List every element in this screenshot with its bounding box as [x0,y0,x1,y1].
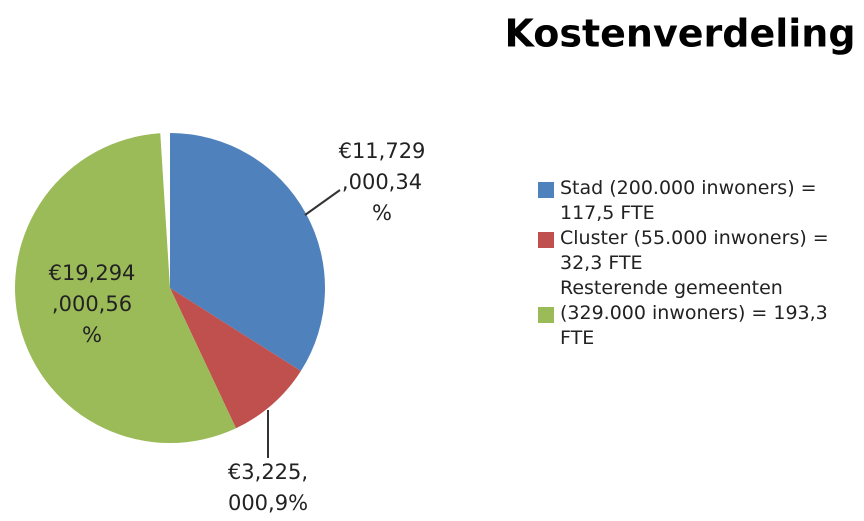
legend-item: Cluster (55.000 inwoners) = 32,3 FTE [538,226,858,276]
data-label: €11,729,000,34% [339,139,426,225]
legend-swatch [538,307,554,323]
legend-item: Stad (200.000 inwoners) = 117,5 FTE [538,176,858,226]
legend-label: Resterende gemeenten (329.000 inwoners) … [560,277,828,349]
chart-title: Kostenverdeling [504,12,855,56]
data-label: €3,225, 000,9% [228,460,308,515]
pie-slice [170,288,301,429]
legend-swatch [538,182,554,198]
legend-label: Stad (200.000 inwoners) = 117,5 FTE [560,177,817,224]
data-label: €19,294,000,56% [49,261,136,347]
legend: Stad (200.000 inwoners) = 117,5 FTE Clust… [538,176,858,351]
legend-label: Cluster (55.000 inwoners) = 32,3 FTE [560,227,829,274]
legend-swatch [538,232,554,248]
leader-line [304,189,341,216]
legend-item: Resterende gemeenten (329.000 inwoners) … [538,276,858,351]
pie-slice [14,133,236,444]
pie-slice [170,133,325,372]
